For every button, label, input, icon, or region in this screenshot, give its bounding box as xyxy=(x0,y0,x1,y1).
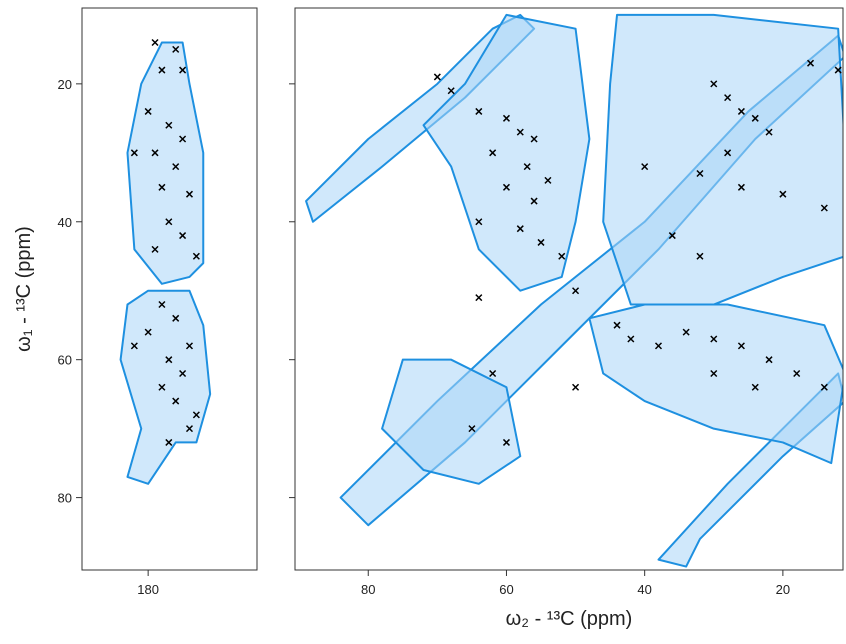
peak-marker xyxy=(530,197,538,205)
peak-marker xyxy=(523,163,531,171)
peak-marker xyxy=(820,204,828,212)
frame xyxy=(294,7,844,571)
peak-marker xyxy=(737,107,745,115)
peak-marker xyxy=(572,287,580,295)
peak-marker xyxy=(710,80,718,88)
peak-marker xyxy=(192,252,200,260)
peak-marker xyxy=(144,107,152,115)
peak-marker xyxy=(447,87,455,95)
y-tick-label: 20 xyxy=(58,77,72,92)
contour xyxy=(381,358,522,485)
peak-marker xyxy=(172,314,180,322)
peak-marker xyxy=(475,218,483,226)
peak-marker xyxy=(130,342,138,350)
peak-marker xyxy=(737,183,745,191)
peak-marker xyxy=(641,163,649,171)
peak-marker xyxy=(468,425,476,433)
peak-marker xyxy=(502,114,510,122)
peak-marker xyxy=(806,59,815,67)
peak-marker xyxy=(158,66,166,74)
peak-marker xyxy=(502,183,510,191)
peak-marker xyxy=(627,335,635,343)
peak-marker xyxy=(192,411,200,419)
peak-marker xyxy=(668,232,676,240)
peak-marker xyxy=(130,149,138,157)
contour xyxy=(126,41,205,285)
peak-marker xyxy=(572,383,580,391)
peak-marker xyxy=(530,135,538,143)
peak-marker xyxy=(158,383,166,391)
peak-marker xyxy=(537,238,545,246)
plot-area xyxy=(119,38,212,485)
peak-marker xyxy=(185,425,194,433)
peak-marker xyxy=(179,66,187,74)
contour xyxy=(119,289,212,485)
frame xyxy=(81,7,258,571)
y-axis-label: ω₁ - ¹³C (ppm) xyxy=(13,226,35,352)
peak-marker xyxy=(558,252,566,260)
x-tick-label: 80 xyxy=(361,582,375,597)
peak-marker xyxy=(710,369,718,378)
y-tick-label: 60 xyxy=(58,353,72,368)
peak-marker xyxy=(682,328,690,336)
peak-marker xyxy=(158,183,166,191)
peak-marker xyxy=(724,94,732,102)
y-tick-label: 80 xyxy=(58,491,72,506)
peak-marker xyxy=(151,149,159,157)
peak-marker xyxy=(172,45,180,53)
peak-marker xyxy=(613,321,621,329)
peak-marker xyxy=(172,397,180,405)
peak-marker xyxy=(779,190,787,198)
peak-marker xyxy=(751,383,759,391)
peak-marker xyxy=(151,245,159,253)
contour xyxy=(422,13,591,292)
peak-marker xyxy=(793,369,801,378)
peak-marker xyxy=(165,218,173,226)
peak-marker xyxy=(489,149,497,157)
peak-marker xyxy=(179,135,187,143)
peak-marker xyxy=(165,438,173,446)
peak-marker xyxy=(516,225,524,233)
peak-marker xyxy=(820,383,828,391)
contour xyxy=(588,303,843,465)
peak-marker xyxy=(179,369,187,378)
peak-marker xyxy=(185,190,194,198)
peak-marker xyxy=(179,232,187,240)
peak-marker xyxy=(165,356,173,364)
peak-marker xyxy=(489,369,497,378)
peak-marker xyxy=(433,73,441,81)
peak-marker xyxy=(151,38,159,47)
y-tick-label: 40 xyxy=(58,215,72,230)
peak-marker xyxy=(724,149,732,157)
peak-marker xyxy=(751,114,759,122)
peak-marker xyxy=(144,328,152,336)
peak-marker xyxy=(165,121,173,129)
peak-marker xyxy=(185,342,194,350)
x-tick-label: 40 xyxy=(637,582,651,597)
peak-marker xyxy=(696,252,704,260)
peak-marker xyxy=(765,128,773,136)
peak-marker xyxy=(710,335,718,343)
peak-marker xyxy=(544,176,552,184)
peak-marker xyxy=(172,163,180,171)
peak-marker xyxy=(696,169,704,178)
peak-marker xyxy=(502,438,510,446)
x-axis-label: ω₂ - ¹³C (ppm) xyxy=(506,608,633,630)
contour xyxy=(602,13,843,306)
peak-marker xyxy=(158,300,166,309)
peak-marker xyxy=(654,342,663,350)
x-tick-label: 20 xyxy=(776,582,790,597)
peak-marker xyxy=(475,294,483,302)
peak-marker xyxy=(765,356,773,364)
plot-area xyxy=(305,13,843,568)
peak-marker xyxy=(475,107,483,115)
peak-marker xyxy=(834,66,842,74)
x-tick-label: 180 xyxy=(137,582,159,597)
x-tick-label: 60 xyxy=(499,582,513,597)
peak-marker xyxy=(737,342,745,350)
peak-marker xyxy=(516,128,524,136)
